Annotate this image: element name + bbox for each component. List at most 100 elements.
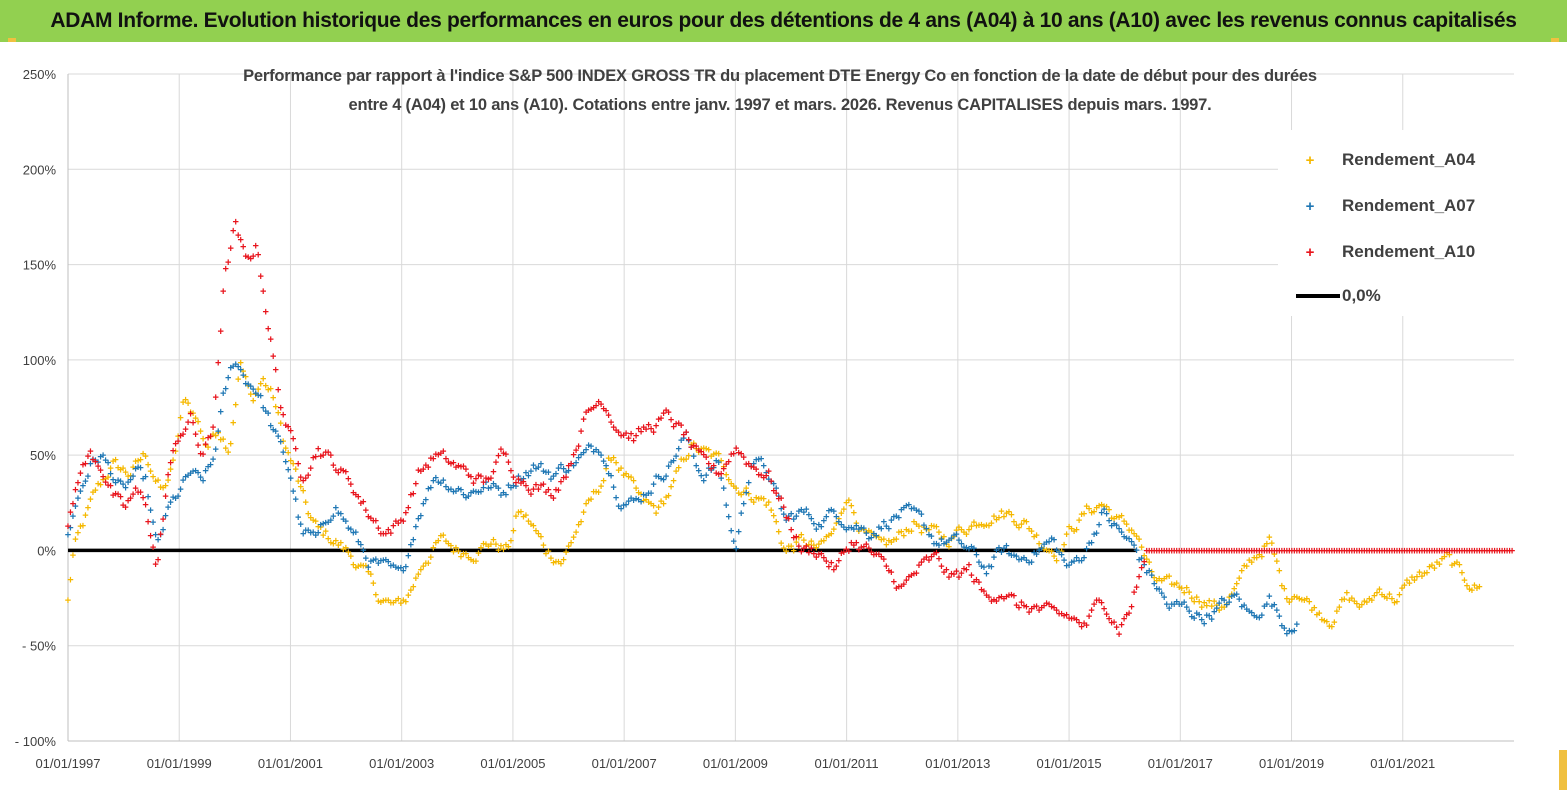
data-point: + (1284, 594, 1290, 606)
data-point: + (120, 463, 126, 475)
data-point: + (971, 543, 977, 555)
data-point: + (948, 533, 954, 545)
data-point: + (195, 467, 201, 479)
data-point: + (1043, 545, 1049, 557)
data-point: + (508, 465, 514, 477)
data-point: + (911, 503, 917, 515)
data-point: + (435, 536, 441, 548)
data-point: + (185, 398, 191, 410)
data-point: + (220, 434, 226, 446)
data-point: + (1136, 534, 1142, 546)
data-point: + (82, 510, 88, 522)
data-point: + (1444, 547, 1450, 559)
data-point: + (893, 583, 899, 595)
data-point: + (1216, 545, 1222, 557)
data-point: + (395, 594, 401, 606)
data-point: + (438, 448, 444, 460)
data-point: + (1146, 566, 1152, 578)
data-point: + (348, 479, 354, 491)
data-point: + (1046, 545, 1052, 557)
data-point: + (142, 471, 148, 483)
data-point: + (615, 465, 621, 477)
data-point: + (876, 532, 882, 544)
data-point: + (465, 491, 471, 503)
data-point: + (127, 474, 133, 486)
y-tick-label: - 100% (15, 734, 57, 749)
data-point: + (428, 552, 434, 564)
data-point: + (1106, 516, 1112, 528)
data-point: + (1206, 596, 1212, 608)
data-point: + (222, 383, 228, 395)
data-point: + (958, 524, 964, 536)
data-point: + (470, 478, 476, 490)
data-point: + (1469, 545, 1475, 557)
data-point: + (443, 482, 449, 494)
data-point: + (380, 529, 386, 541)
data-point: + (693, 460, 699, 472)
data-point: + (90, 454, 96, 466)
data-point: + (137, 462, 143, 474)
y-tick-label: 150% (23, 258, 57, 273)
data-point: + (813, 524, 819, 536)
data-point: + (408, 540, 414, 552)
data-point: + (1136, 572, 1142, 584)
data-point: + (996, 512, 1002, 524)
data-point: + (738, 448, 744, 460)
data-point: + (293, 494, 299, 506)
data-point: + (1266, 545, 1272, 557)
data-point: + (710, 460, 716, 472)
data-point: + (723, 459, 729, 471)
data-point: + (313, 452, 319, 464)
data-point: + (325, 534, 331, 546)
data-point: + (1439, 553, 1445, 565)
data-point: + (888, 515, 894, 527)
data-point: + (1326, 621, 1332, 633)
data-point: + (665, 490, 671, 502)
data-point: + (122, 483, 128, 495)
data-point: + (1266, 532, 1272, 544)
data-point: + (1384, 593, 1390, 605)
data-point: + (320, 530, 326, 542)
data-point: + (751, 497, 757, 509)
data-point: + (1191, 545, 1197, 557)
data-point: + (1133, 531, 1139, 543)
data-point: + (978, 520, 984, 532)
data-point: + (936, 540, 942, 552)
x-tick-label: 01/01/2001 (258, 756, 323, 771)
data-point: + (1259, 545, 1265, 557)
data-point: + (578, 450, 584, 462)
data-point: + (270, 351, 276, 363)
data-point: + (1374, 588, 1380, 600)
data-point: + (1051, 534, 1057, 546)
data-point: + (378, 555, 384, 567)
data-point: + (1171, 599, 1177, 611)
data-point: + (515, 471, 521, 483)
data-point: + (1013, 600, 1019, 612)
data-point: + (1389, 545, 1395, 557)
data-point: + (212, 392, 218, 404)
data-point: + (563, 547, 569, 559)
data-point: + (350, 527, 356, 539)
data-point: + (806, 510, 812, 522)
data-point: + (986, 592, 992, 604)
data-point: + (1436, 559, 1442, 571)
data-point: + (1366, 545, 1372, 557)
data-point: + (1076, 515, 1082, 527)
corner-accent (1559, 750, 1567, 790)
data-point: + (753, 464, 759, 476)
data-point: + (931, 521, 937, 533)
data-point: + (520, 477, 526, 489)
data-point: + (240, 370, 246, 382)
data-point: + (898, 504, 904, 516)
data-point: + (197, 472, 203, 484)
data-point: + (1246, 555, 1252, 567)
data-point: + (353, 527, 359, 539)
data-point: + (293, 464, 299, 476)
data-point: + (210, 454, 216, 466)
data-point: + (660, 474, 666, 486)
data-point: + (1344, 545, 1350, 557)
data-point: + (72, 484, 78, 496)
data-point: + (858, 542, 864, 554)
data-point: + (1016, 523, 1022, 535)
data-point: + (310, 453, 316, 465)
